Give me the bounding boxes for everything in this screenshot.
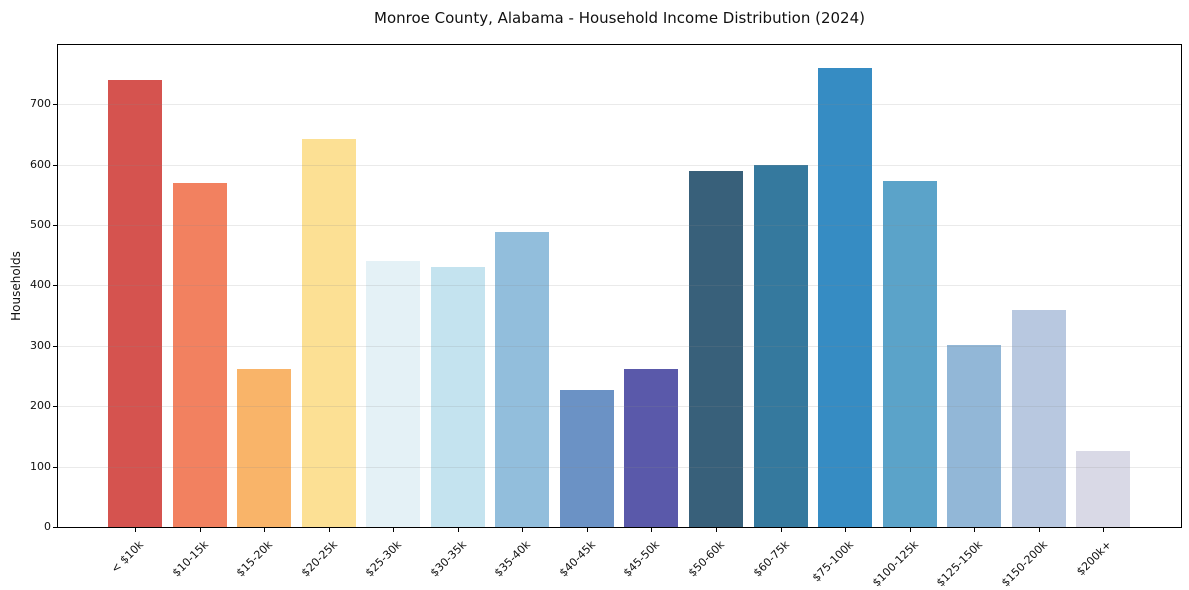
x-tick-label: < $10k [108,538,147,576]
x-tick-mark-7 [586,527,588,532]
bar-11 [818,68,872,527]
y-tick-label-0: 0 [44,520,51,533]
x-tick-mark-14 [1038,527,1040,532]
x-tick-mark-5 [457,527,459,532]
y-tick-mark-300 [53,345,58,347]
y-tick-label-200: 200 [30,399,51,413]
y-tick-mark-200 [53,406,58,408]
y-tick-mark-400 [53,285,58,287]
y-tick-label-400: 400 [30,278,51,292]
x-tick-label: $100-125k [869,538,921,590]
x-tick-label: $125-150k [934,538,986,590]
y-tick-label-600: 600 [30,157,51,171]
y-tick-label-700: 700 [30,97,51,111]
bar-12 [882,180,937,527]
x-tick-mark-11 [845,527,846,532]
chart-title: Monroe County, Alabama - Household Incom… [374,9,865,27]
x-tick-mark-8 [651,527,653,532]
bar-9 [688,170,743,527]
bar-14 [1011,309,1066,527]
gridline-y-500 [58,225,1181,226]
bar-7 [559,389,614,527]
bar-3 [301,138,356,527]
x-tick-label: $150-200k [998,538,1050,590]
x-tick-label: $50-60k [685,538,727,580]
x-tick-mark-10 [780,527,782,532]
x-tick-label: $30-35k [427,538,469,580]
y-tick-mark-500 [53,225,58,226]
plot-area [57,44,1182,528]
x-tick-mark-6 [522,527,524,532]
gridline-y-400 [58,285,1181,287]
x-tick-mark-2 [264,527,266,532]
gridline-y-600 [58,164,1181,166]
bar-4 [366,261,421,527]
x-tick-mark-0 [135,527,136,532]
y-tick-label-500: 500 [30,218,51,231]
x-tick-label: $15-20k [233,538,276,580]
bar-10 [753,164,808,527]
bar-2 [237,369,292,527]
x-tick-label: $40-45k [556,538,598,580]
gridline-y-700 [58,104,1181,106]
x-tick-mark-12 [909,527,911,532]
y-tick-mark-700 [53,104,58,106]
y-tick-mark-600 [53,164,58,166]
x-tick-label: $25-30k [363,538,405,580]
x-tick-label: $75-100k [809,538,857,585]
x-tick-label: $45-50k [621,538,663,580]
x-tick-mark-13 [974,527,976,532]
x-tick-mark-9 [715,527,717,532]
x-tick-mark-4 [393,527,395,532]
bar-5 [430,267,485,527]
x-tick-mark-15 [1103,527,1105,532]
bar-8 [624,369,679,527]
bar-15 [1076,450,1131,527]
bar-6 [495,231,550,527]
gridline-y-300 [58,345,1181,347]
x-tick-label: $60-75k [750,538,792,580]
y-tick-mark-100 [53,466,58,468]
bar-13 [947,344,1002,527]
gridline-y-100 [58,466,1181,468]
x-tick-label: $10-15k [169,538,211,580]
y-tick-label-300: 300 [30,338,51,352]
x-tick-mark-3 [328,527,330,532]
x-tick-label: $35-40k [492,538,534,580]
x-tick-label: $200k+ [1074,538,1115,579]
bar-0 [108,80,162,527]
x-tick-label: $20-25k [298,538,340,580]
bar-1 [172,182,227,527]
x-tick-mark-1 [199,527,201,532]
y-tick-label-100: 100 [30,459,51,473]
gridline-y-200 [58,406,1181,408]
y-tick-mark-0 [53,527,58,528]
